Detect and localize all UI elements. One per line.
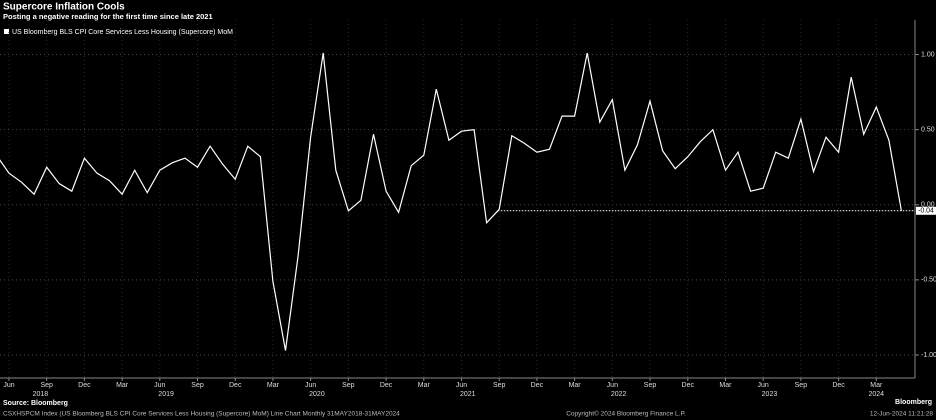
x-tick-label: Sep [795,382,808,389]
chart-subtitle: Posting a negative reading for the first… [3,12,213,21]
x-tick-label: Dec [380,382,393,389]
y-tick-label: 0.50 [921,127,935,134]
footer-right: 12-Jun-2024 11:21:28 [870,411,934,418]
x-tick-label: Sep [644,382,657,389]
x-tick-label: Jun [758,382,769,389]
x-tick-label: Dec [682,382,695,389]
x-tick-label: Mar [418,382,431,389]
x-tick-label: Dec [229,382,242,389]
y-tick-label: -0.50 [921,277,936,284]
legend-swatch [4,29,9,34]
x-tick-label: Jun [3,382,14,389]
last-value-label: -0.04 [918,208,934,215]
x-tick-label: Jun [154,382,165,389]
x-tick-label: Mar [569,382,582,389]
data-line [0,52,902,351]
chart-title: Supercore Inflation Cools [3,2,125,13]
y-tick-label: 1.00 [921,51,935,58]
footer-center: Copyright© 2024 Bloomberg Finance L.P. [566,410,686,418]
x-tick-label: Jun [456,382,467,389]
x-tick-label: Mar [870,382,883,389]
x-tick-label: Jun [607,382,618,389]
last-value-box [916,206,936,215]
y-tick-label: 0.00 [921,202,935,209]
x-tick-label: Dec [832,382,845,389]
year-label: 2024 [869,391,885,398]
year-label: 2018 [33,391,49,398]
x-tick-label: Mar [719,382,732,389]
x-tick-label: Dec [531,382,544,389]
year-label: 2023 [762,391,778,398]
x-tick-label: Sep [342,382,355,389]
x-tick-label: Sep [191,382,204,389]
logo: Bloomberg [895,399,932,406]
year-label: 2020 [309,391,325,398]
x-tick-label: Sep [40,382,53,389]
x-tick-label: Mar [267,382,280,389]
y-tick-label: -1.00 [921,352,936,359]
x-tick-label: Dec [78,382,91,389]
year-label: 2019 [158,391,174,398]
footer-left: CSXHSPCM Index (US Bloomberg BLS CPI Cor… [3,411,400,418]
year-label: 2021 [460,391,476,398]
x-tick-label: Mar [116,382,129,389]
x-tick-label: Jun [305,382,316,389]
source: Source: Bloomberg [3,400,68,407]
year-label: 2022 [611,391,627,398]
x-tick-label: Sep [493,382,506,389]
